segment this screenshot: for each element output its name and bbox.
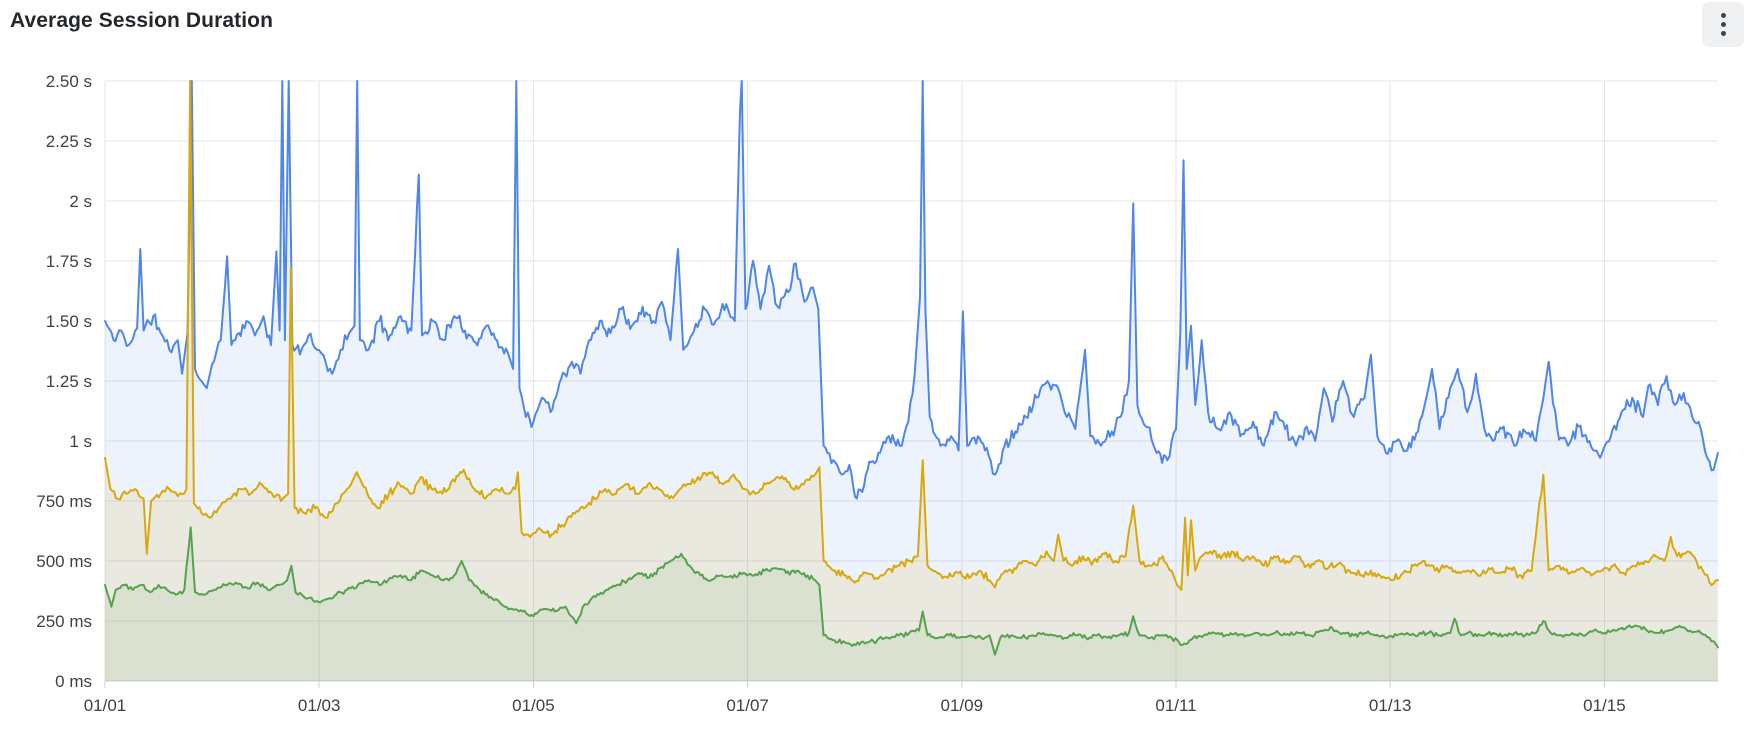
green-series-line [104, 526, 1719, 656]
yellow-series-area [105, 81, 1718, 681]
y-axis-label: 1.75 s [46, 252, 92, 271]
green-series-area [105, 527, 1718, 681]
y-axis-label: 250 ms [36, 612, 92, 631]
y-axis-label: 2 s [69, 192, 92, 211]
y-axis-label: 2.25 s [46, 132, 92, 151]
kebab-vertical-icon [1720, 13, 1726, 36]
x-axis-label: 01/01 [84, 696, 127, 715]
y-axis-label: 0 ms [55, 672, 92, 691]
y-axis-label: 750 ms [36, 492, 92, 511]
yellow-series-line [104, 80, 1719, 591]
panel-title: Average Session Duration [10, 9, 274, 32]
x-axis-label: 01/13 [1369, 696, 1412, 715]
y-axis-label: 1 s [69, 432, 92, 451]
blue-series-area [105, 81, 1718, 681]
y-axis-label: 500 ms [36, 552, 92, 571]
x-axis-label: 01/11 [1155, 696, 1196, 715]
x-axis-label: 01/15 [1583, 696, 1626, 715]
x-axis-label: 01/03 [298, 696, 341, 715]
x-axis-label: 01/05 [512, 696, 555, 715]
y-axis-label: 2.50 s [46, 72, 92, 91]
y-axis-label: 1.25 s [46, 372, 92, 391]
x-axis-label: 01/07 [726, 696, 769, 715]
panel-header: Average Session Duration [0, 0, 1746, 48]
blue-series-line [104, 80, 1719, 500]
x-axis-label: 01/09 [941, 696, 984, 715]
panel-menu-button[interactable] [1702, 2, 1744, 47]
y-axis-label: 1.50 s [46, 312, 92, 331]
